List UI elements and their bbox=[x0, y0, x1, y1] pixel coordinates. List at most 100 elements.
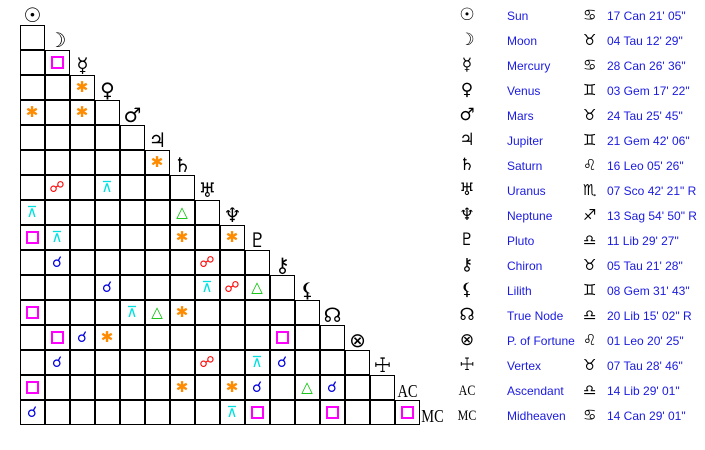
body-name: Sun bbox=[507, 9, 529, 23]
mercury-icon: ☿ bbox=[461, 55, 473, 75]
aspect-cell-lilith-moon bbox=[44, 274, 70, 300]
aspect-cell-lilith-mercury bbox=[69, 274, 95, 300]
aspect-cell-saturn-venus bbox=[94, 149, 120, 175]
grid-glyph-vertex-icon: ☩ bbox=[373, 353, 392, 377]
grid-glyph-jupiter-icon: ♃ bbox=[148, 128, 167, 152]
opposition-icon: ☍ bbox=[199, 352, 215, 371]
trine-icon: △ bbox=[301, 377, 313, 396]
quincunx-icon: ⊼ bbox=[126, 302, 138, 321]
aspect-cell-ascendant-saturn: ✱ bbox=[169, 374, 195, 400]
aspect-cell-true-node-venus bbox=[94, 299, 120, 325]
aspect-cell-true-node-chiron bbox=[269, 299, 295, 325]
aspect-cell-uranus-saturn bbox=[169, 174, 195, 200]
conjunction-icon: ☌ bbox=[51, 252, 63, 271]
aspect-cell-true-node-neptune bbox=[219, 299, 245, 325]
body-position: 07 Sco 42' 21" R bbox=[607, 184, 697, 198]
aspect-cell-midheaven-mercury bbox=[69, 399, 95, 425]
grid-glyph-saturn-icon: ♄ bbox=[173, 153, 192, 177]
aspect-cell-pluto-jupiter bbox=[144, 224, 170, 250]
aspect-cell-mars-moon bbox=[44, 99, 70, 125]
grid-glyph-moon-icon: ☽ bbox=[48, 28, 67, 52]
position-row-lilith: ⚸ Lilith ♊ 08 Gem 31' 43" bbox=[455, 280, 705, 305]
body-position: 03 Gem 17' 22" bbox=[607, 84, 690, 98]
aspect-cell-p-of-fortune-moon bbox=[44, 324, 70, 350]
position-row-vertex: ☩ Vertex ♉ 07 Tau 28' 46" bbox=[455, 355, 705, 380]
aspect-cell-chiron-sun bbox=[19, 249, 45, 275]
aspect-cell-ascendant-p-of-fortune bbox=[344, 374, 370, 400]
quincunx-icon: ⊼ bbox=[226, 402, 238, 421]
conjunction-icon: ☌ bbox=[326, 377, 338, 396]
position-row-saturn: ♄ Saturn ♌ 16 Leo 05' 26" bbox=[455, 155, 705, 180]
aspect-cell-true-node-mercury bbox=[69, 299, 95, 325]
aspect-cell-true-node-pluto bbox=[244, 299, 270, 325]
aspect-cell-vertex-sun bbox=[19, 349, 45, 375]
aspect-cell-midheaven-pluto bbox=[244, 399, 270, 425]
aspect-cell-pluto-venus bbox=[94, 224, 120, 250]
aspect-cell-p-of-fortune-pluto bbox=[244, 324, 270, 350]
quincunx-icon: ⊼ bbox=[201, 277, 213, 296]
aspect-cell-midheaven-moon bbox=[44, 399, 70, 425]
position-row-midheaven: MC Midheaven ♋ 14 Can 29' 01" bbox=[455, 405, 705, 430]
zodiac-sign-icon: ♊ bbox=[583, 281, 597, 299]
aspect-cell-saturn-mars bbox=[119, 149, 145, 175]
zodiac-sign-icon: ♋ bbox=[583, 56, 597, 74]
body-name: Jupiter bbox=[507, 134, 544, 148]
aspect-cell-true-node-moon bbox=[44, 299, 70, 325]
zodiac-sign-icon: ♉ bbox=[583, 356, 597, 374]
body-position: 16 Leo 05' 26" bbox=[607, 159, 684, 173]
square-icon bbox=[25, 305, 39, 319]
aspect-cell-ascendant-chiron bbox=[269, 374, 295, 400]
aspect-cell-midheaven-neptune: ⊼ bbox=[219, 399, 245, 425]
sextile-icon: ✱ bbox=[75, 77, 89, 96]
conjunction-icon: ☌ bbox=[26, 402, 38, 421]
aspect-cell-vertex-p-of-fortune bbox=[344, 349, 370, 375]
aspect-cell-lilith-neptune: ☍ bbox=[219, 274, 245, 300]
zodiac-sign-icon: ♉ bbox=[583, 106, 597, 124]
aspect-cell-lilith-chiron bbox=[269, 274, 295, 300]
position-row-neptune: ♆ Neptune ♐ 13 Sag 54' 50" R bbox=[455, 205, 705, 230]
zodiac-sign-icon: ♎ bbox=[583, 381, 597, 399]
body-name: Neptune bbox=[507, 209, 553, 223]
body-name: Uranus bbox=[507, 184, 546, 198]
zodiac-sign-icon: ♉ bbox=[583, 31, 597, 49]
grid-glyph-ascendant-icon: AC bbox=[397, 381, 418, 401]
lilith-icon: ⚸ bbox=[460, 280, 474, 300]
position-row-ascendant: AC Ascendant ♎ 14 Lib 29' 01" bbox=[455, 380, 705, 405]
position-row-venus: ♀ Venus ♊ 03 Gem 17' 22" bbox=[455, 80, 705, 105]
aspect-cell-jupiter-moon bbox=[44, 124, 70, 150]
aspect-cell-midheaven-saturn bbox=[169, 399, 195, 425]
sextile-icon: ✱ bbox=[225, 377, 239, 396]
position-row-mars: ♂ Mars ♉ 24 Tau 25' 45" bbox=[455, 105, 705, 130]
aspect-cell-pluto-sun bbox=[19, 224, 45, 250]
grid-glyph-sun-icon: ☉ bbox=[23, 3, 42, 27]
aspect-cell-p-of-fortune-chiron bbox=[269, 324, 295, 350]
zodiac-sign-icon: ♊ bbox=[583, 81, 597, 99]
aspect-cell-ascendant-vertex bbox=[369, 374, 395, 400]
body-name: Pluto bbox=[507, 234, 535, 248]
aspect-cell-vertex-lilith bbox=[294, 349, 320, 375]
aspect-cell-vertex-moon: ☌ bbox=[44, 349, 70, 375]
aspect-cell-vertex-pluto: ⊼ bbox=[244, 349, 270, 375]
aspect-cell-mars-mercury: ✱ bbox=[69, 99, 95, 125]
aspect-cell-p-of-fortune-saturn bbox=[169, 324, 195, 350]
square-icon bbox=[50, 55, 64, 69]
pluto-icon: ♇ bbox=[459, 230, 475, 250]
vertex-icon: ☩ bbox=[459, 355, 475, 375]
body-name: Vertex bbox=[507, 359, 542, 373]
sextile-icon: ✱ bbox=[175, 227, 189, 246]
square-icon bbox=[25, 380, 39, 394]
mars-icon: ♂ bbox=[459, 105, 475, 125]
square-icon bbox=[50, 330, 64, 344]
aspect-cell-uranus-sun bbox=[19, 174, 45, 200]
quincunx-icon: ⊼ bbox=[26, 202, 38, 221]
chiron-icon: ⚷ bbox=[460, 255, 474, 275]
conjunction-icon: ☌ bbox=[51, 352, 63, 371]
moon-icon: ☽ bbox=[459, 30, 475, 50]
sextile-icon: ✱ bbox=[225, 227, 239, 246]
aspect-cell-lilith-sun bbox=[19, 274, 45, 300]
position-row-pluto: ♇ Pluto ♎ 11 Lib 29' 27" bbox=[455, 230, 705, 255]
square-icon bbox=[250, 405, 264, 419]
zodiac-sign-icon: ♊ bbox=[583, 131, 597, 149]
aspect-cell-chiron-mars bbox=[119, 249, 145, 275]
aspect-cell-moon-sun bbox=[19, 24, 45, 50]
